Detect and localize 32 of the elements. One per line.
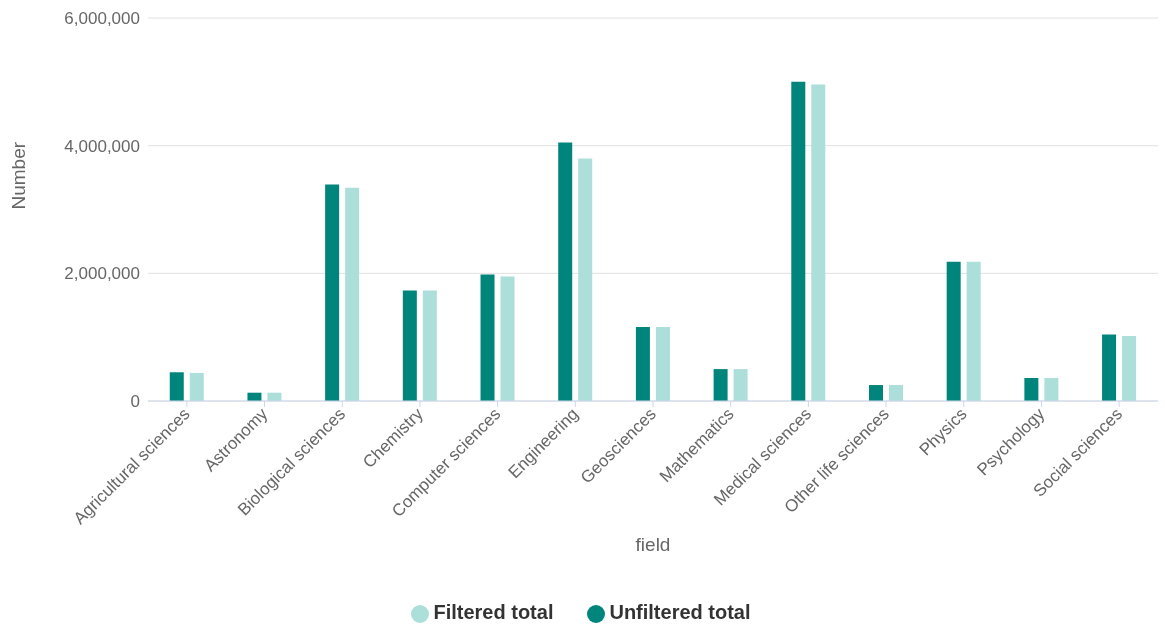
bar xyxy=(480,274,495,401)
bar xyxy=(966,261,981,401)
bar xyxy=(500,276,515,401)
bar xyxy=(578,158,593,401)
bar xyxy=(946,261,961,401)
bar xyxy=(655,326,670,401)
legend-label: Filtered total xyxy=(433,601,554,623)
bar xyxy=(1024,378,1039,401)
y-tick-label: 4,000,000 xyxy=(64,136,140,156)
bar xyxy=(791,81,806,401)
bar xyxy=(422,290,437,401)
bar xyxy=(888,385,903,401)
bar xyxy=(811,84,826,401)
y-tick-label: 6,000,000 xyxy=(64,9,140,29)
bar xyxy=(635,326,650,401)
y-tick-label: 0 xyxy=(130,392,140,412)
bar xyxy=(868,385,883,401)
legend-label: Unfiltered total xyxy=(609,601,751,623)
x-axis-title: field xyxy=(635,534,671,555)
bar xyxy=(169,372,184,401)
bar xyxy=(733,369,748,401)
bar xyxy=(1102,334,1117,401)
bar xyxy=(1122,335,1137,401)
bar xyxy=(558,142,573,401)
bar xyxy=(345,187,360,401)
bar xyxy=(402,290,417,401)
y-tick-label: 2,000,000 xyxy=(64,264,140,284)
bar xyxy=(325,184,340,401)
bar xyxy=(189,372,204,401)
bar xyxy=(1044,378,1059,401)
y-axis-title: Number xyxy=(7,141,29,210)
bar xyxy=(713,369,728,401)
